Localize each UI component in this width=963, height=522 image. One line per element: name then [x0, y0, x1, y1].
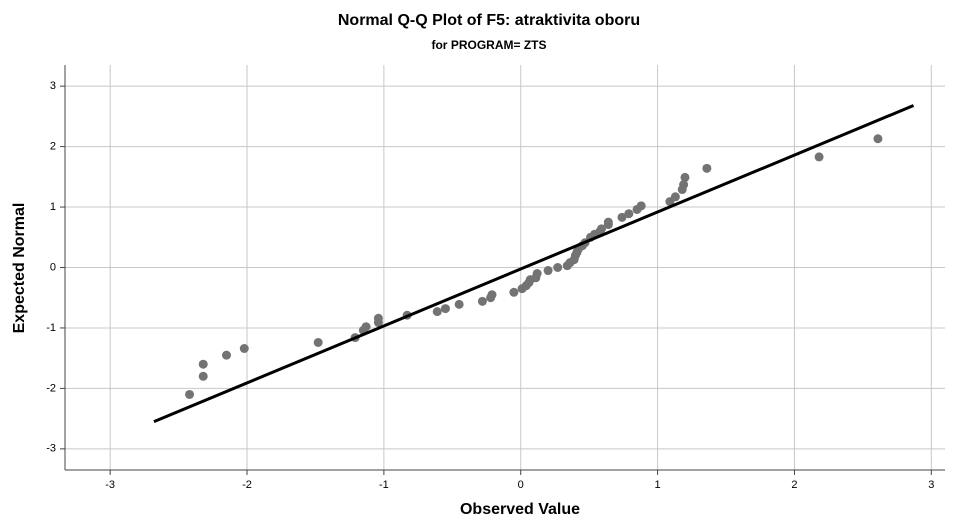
point	[670, 192, 680, 202]
x-tick-label: 3	[928, 479, 934, 491]
point	[373, 313, 383, 323]
y-tick-label: -1	[46, 322, 56, 334]
point	[617, 212, 627, 222]
point	[814, 152, 824, 162]
point	[553, 263, 563, 272]
x-tick-label: -3	[105, 479, 115, 491]
point	[361, 322, 371, 332]
point	[198, 359, 208, 369]
point	[509, 287, 519, 297]
point	[543, 266, 553, 276]
point	[198, 371, 208, 381]
y-tick-label: 1	[50, 201, 56, 213]
point	[477, 296, 487, 306]
chart-title: Normal Q-Q Plot of F5: atraktivita oboru	[338, 12, 640, 29]
point	[239, 344, 249, 353]
x-tick-label: -1	[379, 479, 389, 491]
y-axis-label: Expected Normal	[11, 203, 28, 334]
point	[487, 290, 497, 300]
y-tick-label: 2	[50, 141, 56, 153]
point	[680, 172, 690, 182]
y-tick-label: 3	[50, 80, 56, 92]
x-tick-label: 1	[655, 479, 661, 491]
point	[440, 304, 450, 314]
chart-subtitle: for PROGRAM= ZTS	[431, 38, 546, 52]
point	[596, 224, 606, 234]
y-tick-label: -3	[46, 443, 56, 455]
point	[636, 201, 646, 211]
point	[624, 209, 634, 219]
y-tick-label: 0	[50, 261, 56, 273]
point	[702, 163, 712, 173]
point	[313, 337, 323, 347]
point	[221, 350, 231, 360]
point	[185, 389, 195, 399]
x-tick-label: -2	[242, 479, 252, 491]
x-tick-label: 2	[791, 479, 797, 491]
x-axis-label: Observed Value	[460, 501, 580, 518]
point	[603, 217, 613, 227]
y-tick-label: -2	[46, 382, 56, 394]
reference-line	[153, 104, 915, 424]
point	[454, 299, 464, 309]
point	[532, 269, 542, 279]
point	[432, 307, 442, 317]
point	[873, 134, 883, 144]
point	[679, 180, 689, 190]
x-tick-label: 0	[518, 479, 524, 491]
